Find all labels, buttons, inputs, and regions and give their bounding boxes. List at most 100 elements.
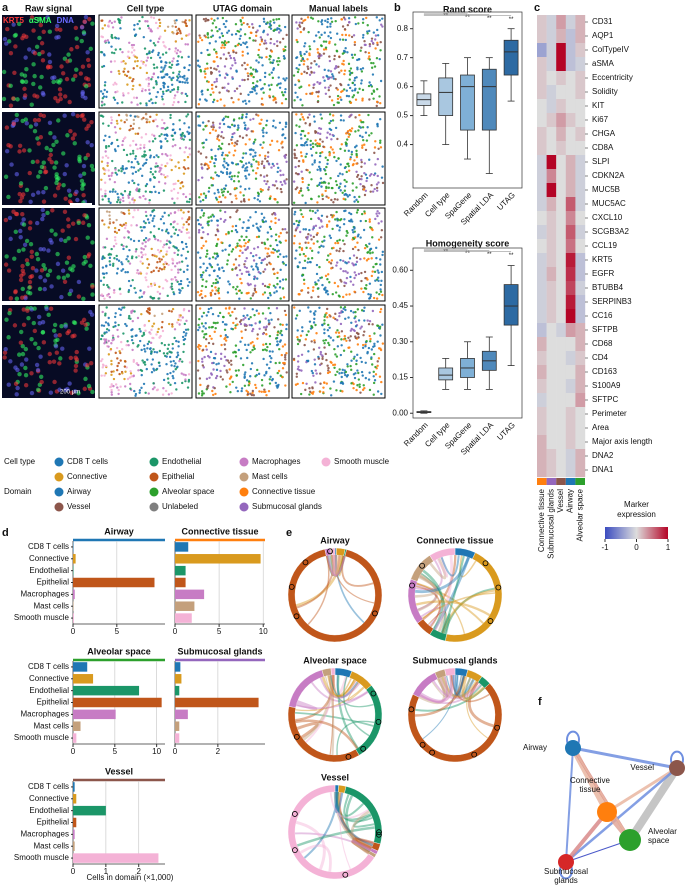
cell-dot — [216, 281, 220, 284]
cell-dot — [112, 83, 115, 86]
cell-dot — [276, 271, 279, 275]
cell-dot — [20, 351, 26, 357]
cell-dot — [145, 78, 148, 81]
cell-dot — [17, 191, 22, 197]
cell-dot — [13, 381, 19, 387]
cell-dot — [59, 324, 64, 329]
domain-strip — [565, 478, 576, 485]
heatmap-cell — [537, 309, 547, 324]
chord — [440, 555, 460, 577]
cell-dot — [243, 343, 247, 347]
cell-dot — [203, 355, 206, 359]
cell-dot — [149, 56, 153, 60]
cell-dot — [244, 143, 247, 146]
cell-dot — [323, 235, 326, 239]
cell-dot — [113, 230, 117, 233]
cell-dot — [269, 227, 273, 231]
cell-dot — [138, 296, 141, 299]
cell-dot — [153, 282, 156, 285]
cell-dot — [128, 76, 131, 79]
cell-dot — [320, 20, 323, 24]
cell-dot — [127, 160, 130, 163]
cell-dot — [284, 278, 288, 281]
cell-dot — [3, 346, 8, 352]
cell-dot — [301, 273, 304, 276]
cell-dot — [263, 75, 267, 79]
cell-dot — [295, 144, 299, 147]
cell-dot — [247, 219, 250, 222]
cell-dot — [363, 330, 366, 333]
cell-dot — [122, 70, 125, 73]
cell-dot — [179, 32, 182, 35]
cell-dot — [334, 312, 337, 316]
cell-dot — [310, 154, 314, 157]
cell-dot — [160, 163, 163, 167]
cell-dot — [277, 369, 281, 373]
cell-dot — [54, 350, 60, 355]
cell-dot — [120, 269, 123, 272]
chord — [347, 682, 365, 701]
cell-dot — [324, 156, 327, 159]
heatmap-cell — [537, 71, 547, 86]
cell-dot — [323, 239, 326, 242]
cell-dot — [140, 247, 143, 250]
cell-dot — [319, 177, 323, 180]
cell-dot — [25, 261, 30, 267]
cell-dot — [22, 86, 27, 92]
cell-dot — [118, 127, 122, 130]
heatmap-cell — [546, 57, 557, 72]
cell-dot — [142, 116, 145, 120]
cell-dot — [269, 143, 272, 147]
cell-dot — [89, 163, 95, 169]
cell-dot — [272, 119, 275, 122]
panel-letter: e — [286, 527, 292, 539]
chord-marker — [419, 562, 426, 569]
cell-dot — [110, 388, 113, 392]
cell-dot — [210, 337, 213, 340]
cell-dot — [214, 257, 217, 260]
cell-dot — [320, 244, 323, 248]
cell-dot — [251, 391, 254, 395]
cell-dot — [252, 39, 255, 42]
cell-dot — [368, 44, 372, 48]
cell-dot — [102, 364, 105, 367]
cell-dot — [30, 159, 36, 165]
cell-dot — [199, 256, 202, 260]
cell-dot — [357, 129, 360, 132]
heatmap-cell — [556, 323, 566, 338]
heatmap-cell — [537, 43, 547, 58]
cell-dot — [375, 291, 378, 294]
cell-dot — [56, 34, 61, 40]
cell-dot — [348, 193, 351, 197]
cell-dot — [184, 242, 188, 246]
cell-dot — [281, 128, 285, 131]
cell-dot — [138, 20, 141, 23]
cell-dot — [151, 325, 154, 328]
cell-dot — [211, 83, 214, 87]
cell-dot — [160, 60, 163, 64]
cell-dot — [375, 297, 379, 300]
cell-dot — [319, 151, 322, 155]
cell-dot — [285, 160, 288, 163]
cell-dot — [358, 385, 361, 389]
cell-dot — [362, 33, 365, 37]
legend-swatch — [239, 502, 249, 512]
cell-dot — [307, 67, 310, 71]
cell-dot — [357, 332, 360, 335]
cell-dot — [353, 276, 356, 280]
cell-dot — [53, 232, 58, 237]
cell-dot — [267, 286, 271, 289]
cell-dot — [315, 372, 318, 375]
cell-dot — [152, 348, 155, 351]
row-label: AQP1 — [592, 31, 614, 40]
cell-dot — [376, 174, 379, 178]
cell-dot — [101, 366, 104, 369]
cell-dot — [343, 166, 347, 170]
cell-dot — [41, 29, 46, 34]
cell-dot — [344, 373, 347, 377]
cell-dot — [242, 152, 245, 155]
cell-dot — [264, 71, 267, 75]
cell-dot — [326, 158, 329, 162]
cell-dot — [338, 315, 341, 318]
cell-dot — [133, 49, 136, 52]
